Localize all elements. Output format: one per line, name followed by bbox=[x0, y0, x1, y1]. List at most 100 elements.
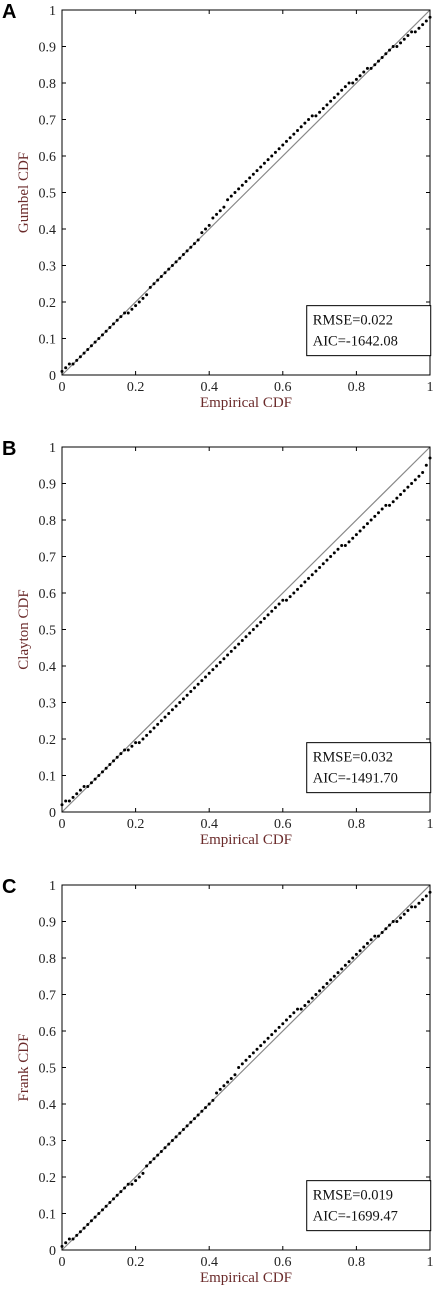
data-point bbox=[343, 85, 347, 89]
data-point bbox=[332, 551, 336, 555]
data-point bbox=[226, 198, 230, 202]
data-point bbox=[174, 1135, 178, 1139]
data-point bbox=[365, 66, 369, 70]
x-tick-label: 1 bbox=[427, 817, 434, 832]
panel-letter: B bbox=[2, 438, 16, 460]
data-point bbox=[362, 945, 366, 949]
data-point bbox=[167, 1142, 171, 1146]
data-point bbox=[200, 231, 204, 235]
stats-box bbox=[306, 742, 432, 794]
x-tick-label: 0 bbox=[59, 817, 66, 832]
x-tick-label: 0.6 bbox=[274, 380, 292, 395]
data-point bbox=[229, 649, 233, 653]
x-tick-label: 0 bbox=[59, 1255, 66, 1270]
data-point bbox=[281, 1022, 285, 1026]
data-point bbox=[78, 355, 82, 359]
data-point bbox=[104, 1204, 108, 1208]
y-tick-label: 0.1 bbox=[39, 333, 57, 348]
data-point bbox=[365, 941, 369, 945]
data-point bbox=[351, 536, 355, 540]
data-point bbox=[255, 624, 259, 628]
data-point bbox=[163, 271, 167, 275]
data-point bbox=[248, 1055, 252, 1059]
y-tick-label: 0.8 bbox=[39, 514, 57, 529]
data-point bbox=[97, 1212, 101, 1215]
data-point bbox=[307, 576, 311, 580]
data-point bbox=[384, 52, 388, 56]
x-axis-label: Empirical CDF bbox=[200, 395, 292, 411]
data-point bbox=[413, 478, 417, 482]
data-point bbox=[424, 894, 428, 898]
data-point bbox=[358, 529, 362, 533]
data-point bbox=[325, 558, 329, 562]
x-axis-label: Empirical CDF bbox=[200, 1270, 292, 1286]
data-point bbox=[100, 333, 104, 337]
x-tick-label: 0 bbox=[59, 380, 66, 395]
panel-c: C 0 0.1 0.2 0.3 0.4 0.5 0.6 0.7 0.8 0.9 1 0 0.2 0.4 0.6… bbox=[2, 876, 434, 1286]
y-tick-label: 0.5 bbox=[39, 624, 57, 639]
data-point bbox=[340, 88, 344, 92]
data-point bbox=[284, 1018, 288, 1022]
data-point bbox=[373, 514, 377, 518]
data-point bbox=[288, 136, 292, 140]
data-point bbox=[163, 1146, 167, 1150]
data-point bbox=[270, 609, 274, 613]
data-point bbox=[255, 1047, 259, 1051]
data-point bbox=[262, 617, 266, 621]
data-point bbox=[174, 260, 178, 264]
data-point bbox=[318, 110, 322, 114]
data-point bbox=[148, 285, 152, 289]
y-tick-label: 0.9 bbox=[39, 478, 57, 493]
data-point bbox=[86, 784, 90, 788]
data-point bbox=[215, 1091, 219, 1095]
y-tick-label: 0.6 bbox=[39, 587, 57, 602]
data-point bbox=[204, 675, 208, 679]
y-tick-label: 0.9 bbox=[39, 916, 57, 931]
data-point bbox=[237, 1066, 241, 1069]
data-point bbox=[358, 74, 362, 78]
data-point bbox=[170, 264, 174, 267]
data-point bbox=[296, 587, 300, 591]
data-point bbox=[376, 511, 380, 515]
data-point bbox=[314, 569, 318, 573]
data-point bbox=[192, 686, 196, 690]
y-tick-label: 0.1 bbox=[39, 1208, 57, 1223]
data-point bbox=[303, 1003, 307, 1007]
data-point bbox=[123, 748, 127, 752]
data-point bbox=[64, 366, 68, 370]
data-point bbox=[336, 971, 340, 975]
y-tick-label: 0.2 bbox=[39, 733, 57, 748]
data-point bbox=[60, 369, 64, 373]
data-point bbox=[67, 799, 71, 803]
data-point bbox=[273, 606, 277, 610]
data-point bbox=[402, 489, 406, 493]
data-point bbox=[399, 41, 403, 45]
data-point bbox=[417, 474, 421, 478]
data-point bbox=[152, 282, 156, 286]
data-point bbox=[384, 503, 388, 507]
y-tick-label: 0.3 bbox=[39, 697, 57, 712]
data-point bbox=[82, 351, 86, 355]
data-point bbox=[369, 518, 373, 522]
data-point bbox=[314, 993, 318, 996]
data-point bbox=[123, 1186, 127, 1190]
data-point bbox=[167, 267, 171, 271]
data-point bbox=[137, 1175, 141, 1179]
data-point bbox=[156, 722, 160, 726]
data-point bbox=[75, 358, 79, 362]
data-point bbox=[222, 205, 226, 209]
y-tick-label: 1 bbox=[49, 441, 56, 456]
data-point bbox=[159, 719, 163, 723]
data-point bbox=[145, 1164, 149, 1168]
data-point bbox=[299, 125, 303, 129]
stats-box bbox=[306, 305, 432, 357]
y-tick-label: 0.7 bbox=[39, 114, 57, 129]
data-point bbox=[281, 143, 285, 147]
data-point bbox=[362, 70, 366, 74]
data-point bbox=[332, 974, 336, 978]
data-point bbox=[152, 726, 156, 730]
data-point bbox=[251, 172, 255, 176]
x-tick-label: 0.2 bbox=[127, 817, 145, 832]
data-point bbox=[277, 1025, 281, 1029]
data-point bbox=[259, 165, 263, 169]
